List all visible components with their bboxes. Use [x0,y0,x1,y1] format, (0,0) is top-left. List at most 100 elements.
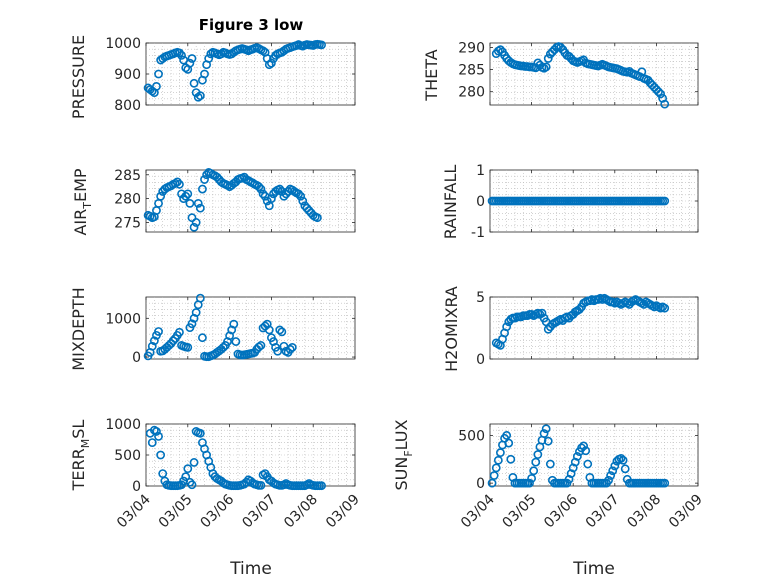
data-point-sun-flux [531,457,541,467]
data-point-air-temp [258,189,268,199]
data-point-mixdepth [218,342,228,352]
data-point-theta [543,54,553,63]
ylabel-terr-msl-main: TERR [69,448,88,491]
ylabel-theta: THETA [422,49,441,101]
data-point-mixdepth [231,337,241,346]
data-point-mixdepth [175,327,184,337]
data-point-h2omixra [575,304,584,314]
data-point-air-temp [193,198,203,208]
data-point-mixdepth [154,327,163,336]
ylabel-sun-flux-tail: LUX [392,419,411,450]
ylabel-rainfall: RAINFALL [441,165,460,240]
panel-h2omixra: 05 [476,290,699,368]
data-point-pressure [187,54,197,63]
y-tick-label-h2omixra: 5 [476,290,485,306]
data-point-theta [656,89,665,99]
panel-sun-flux: 03/04 03/05 03/06 03/07 03/08 03/09 0 500 [458,423,706,532]
data-point-air-temp [254,182,264,192]
y-tick-label-sun-flux: 0 [476,476,485,492]
ylabel-terr-msl-tail: SL [69,420,88,439]
data-point-pressure [175,48,184,58]
y-tick-label-terr-msl: 1000 [105,417,141,433]
data-point-sun-flux [491,463,501,473]
panel-mixdepth: 0 1000 [105,293,356,366]
data-point-air-temp [266,194,276,204]
y-tick-label-mixdepth: 1000 [105,311,141,327]
data-point-terr-msl [241,477,251,487]
data-point-pressure [266,58,276,68]
y-tick-label-pressure: 1000 [105,36,141,52]
data-point-terr-msl [154,431,163,441]
x-tick-label: 03/07 [239,492,279,532]
data-point-air-temp [312,213,322,223]
data-point-mixdepth [147,341,157,351]
data-point-air-temp [283,187,293,196]
data-point-theta [495,45,505,55]
data-point-sun-flux [543,436,553,446]
data-point-sun-flux [533,450,543,459]
data-point-sun-flux [525,478,534,488]
y-tick-label-air-temp: 280 [114,192,141,208]
data-point-air-temp [175,179,184,189]
data-point-h2omixra [639,300,649,309]
data-point-air-temp [185,198,195,208]
data-point-terr-msl [256,480,266,490]
data-point-terr-msl [185,477,195,487]
data-point-sun-flux [604,475,613,485]
data-point-sun-flux [489,471,499,480]
panel-theta: 280 285 290 [458,40,699,109]
axes-box-sun-flux [489,423,699,487]
data-point-terr-msl [195,428,205,438]
data-point-sun-flux [539,429,549,438]
data-point-sun-flux [660,478,670,488]
y-tick-label-air-temp: 275 [114,215,141,231]
y-tick-label-h2omixra: 0 [476,352,485,368]
data-point-mixdepth [149,336,159,346]
data-point-mixdepth [287,342,297,352]
data-point-theta [556,43,566,52]
data-point-mixdepth [183,342,193,352]
data-point-air-temp [200,175,209,184]
data-point-pressure [200,69,209,79]
x-tick-label: 03/04 [114,491,154,531]
ylabel-terr-msl-sub: M [79,439,92,449]
data-point-mixdepth [277,327,287,337]
data-point-air-temp [172,177,182,187]
x-tick-label: 03/06 [541,491,581,531]
ylabel-air-temp-tail: EMP [71,168,90,202]
data-point-mixdepth [256,341,266,350]
data-point-sun-flux [495,448,505,458]
data-point-mixdepth [229,319,239,329]
data-point-pressure [177,51,186,60]
data-point-pressure [206,49,216,59]
panel-pressure: 800 900 1000 [105,36,356,114]
data-point-mixdepth [195,293,205,303]
ylabel-sun-flux-sub: F [402,450,415,456]
data-point-terr-msl [181,472,191,482]
data-point-sun-flux [572,452,582,461]
data-point-sun-flux [541,424,551,434]
y-tick-label-theta: 280 [458,85,485,101]
data-point-mixdepth [285,344,295,354]
data-point-sun-flux [506,454,516,464]
data-point-air-temp [195,203,205,213]
data-point-sun-flux [616,453,626,463]
y-tick-label-theta: 290 [458,40,485,56]
data-point-theta [541,62,551,72]
data-point-air-temp [298,196,308,206]
x-tick-label: 03/05 [156,492,196,532]
data-point-rainfall [660,196,670,206]
axes-layer: 8009001000280285290275280285-10101000050… [105,36,705,531]
y-tick-label-terr-msl: 0 [132,479,141,495]
data-point-sun-flux [493,455,503,465]
x-tick-label: 03/07 [583,492,623,532]
y-tick-label-air-temp: 285 [114,168,141,184]
data-point-pressure [152,82,161,91]
data-point-air-temp [275,184,285,194]
x-tick-label: 03/09 [666,492,706,532]
data-point-mixdepth [254,342,264,352]
xlabel-left: Time [229,559,272,579]
x-tick-label: 03/09 [323,492,363,532]
data-point-sun-flux [545,459,555,469]
data-point-mixdepth [273,346,283,356]
